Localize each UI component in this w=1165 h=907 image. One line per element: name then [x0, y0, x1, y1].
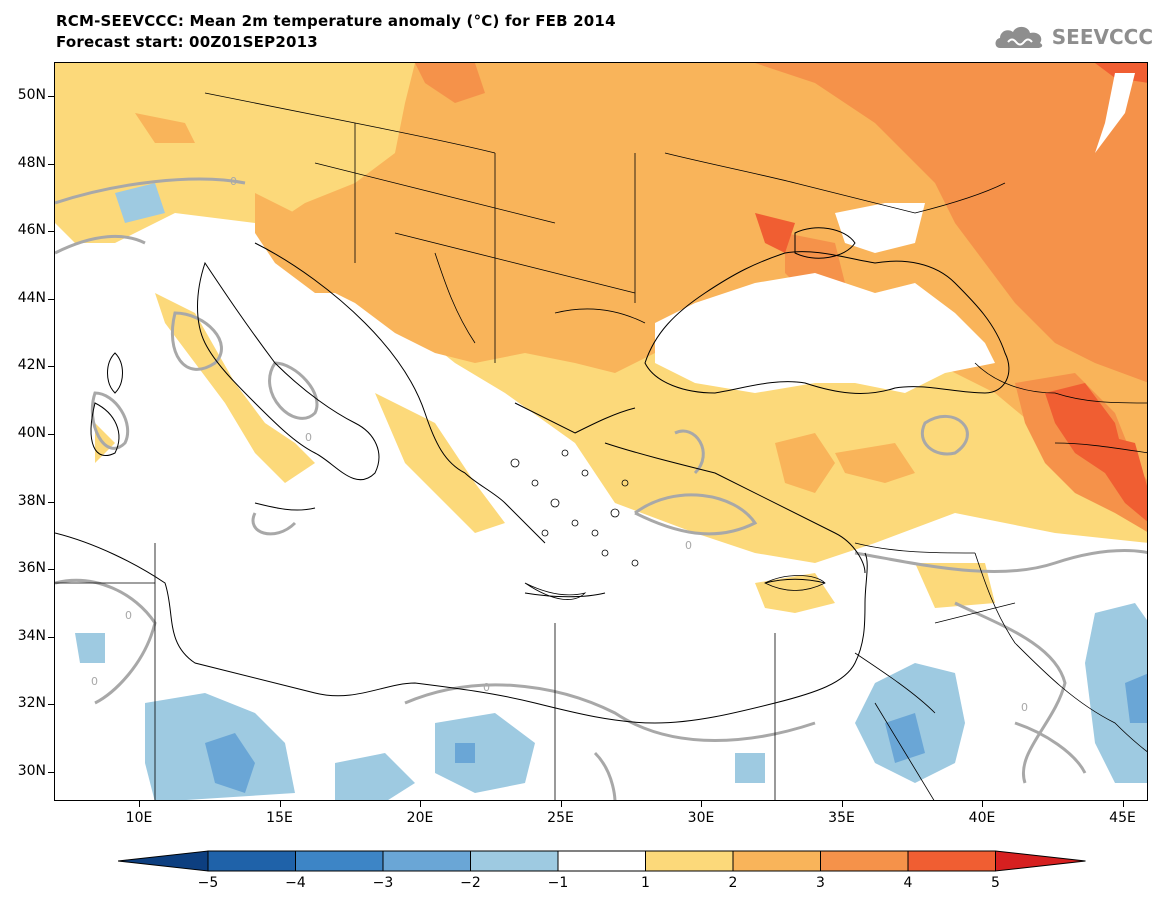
lat-tick [48, 434, 54, 435]
contour-label: 0 [1021, 701, 1028, 714]
colorbar-label: 4 [903, 875, 913, 891]
colorbar-segment [295, 850, 384, 872]
lat-tick-label: 32N [17, 695, 46, 712]
colorbar-segment [382, 850, 471, 872]
contour-label: 0 [125, 609, 132, 622]
lat-tick-label: 50N [17, 87, 46, 103]
lat-tick [48, 298, 54, 300]
lat-tick-label: 46N [17, 222, 46, 239]
map-title: RCM-SEEVCCC: Mean 2m temperature anomaly… [56, 12, 616, 30]
coastlines [55, 227, 1010, 724]
cloud-logo-icon [995, 26, 1042, 48]
lat-tick-label: 34N [17, 627, 46, 644]
lon-tick-label: 10E [125, 810, 153, 826]
colorbar-segment [732, 850, 821, 872]
colorbar [118, 850, 1086, 872]
colorbar-label: 5 [991, 875, 1000, 891]
lon-tick [139, 801, 140, 807]
lon-tick-label: 25E [547, 810, 574, 826]
lon-tick-label: 20E [406, 810, 434, 826]
anomaly-minus2-minus3-region [205, 673, 1147, 793]
lat-tick-label: 40N [17, 425, 46, 441]
lat-tick [48, 569, 54, 571]
lat-tick [48, 163, 54, 165]
colorbar-segment [820, 850, 909, 872]
zero-contours [55, 177, 1147, 800]
anomaly-map: 0 0 0 0 0 0 0 [55, 63, 1147, 800]
lat-tick [48, 231, 54, 233]
lat-tick [48, 772, 54, 773]
lat-tick-label: 44N [17, 289, 46, 306]
lat-tick [48, 636, 54, 638]
colorbar-label: 2 [728, 875, 738, 891]
lat-tick-label: 48N [17, 154, 46, 171]
lon-tick-label: 30E [687, 810, 715, 826]
lon-tick [982, 801, 983, 807]
contour-label: 0 [230, 175, 237, 188]
lat-tick-label: 30N [17, 763, 46, 779]
sea-areas [655, 73, 1135, 393]
lon-tick-label: 40E [968, 810, 996, 826]
lon-tick-label: 35E [828, 810, 855, 826]
colorbar-segment [470, 850, 559, 872]
map-subtitle: Forecast start: 00Z01SEP2013 [56, 33, 318, 51]
colorbar-label: −5 [197, 875, 219, 891]
lon-tick [701, 801, 702, 807]
lon-tick [279, 801, 281, 807]
colorbar-label: −4 [285, 875, 306, 891]
contour-label: 0 [91, 675, 98, 688]
lat-tick-label: 36N [17, 560, 46, 577]
country-borders [55, 92, 1147, 800]
lon-tick [560, 801, 562, 807]
lat-tick [48, 96, 54, 97]
lat-tick [48, 501, 54, 503]
colorbar-label: −3 [372, 875, 394, 891]
islands [510, 449, 826, 600]
lat-tick-label: 38N [17, 492, 46, 509]
map-panel: 0 0 0 0 0 0 0 [54, 62, 1148, 801]
colorbar-segment [557, 850, 646, 872]
lon-tick [1122, 801, 1124, 807]
lat-tick [48, 704, 54, 706]
logo-text: SEEVCCC [1051, 25, 1153, 49]
colorbar-segment [907, 850, 996, 872]
contour-label: 0 [685, 539, 692, 552]
colorbar-label: −1 [547, 875, 569, 891]
colorbar-label: −2 [460, 875, 481, 891]
lon-tick-label: 45E [1109, 810, 1136, 826]
lat-tick-label: 42N [17, 357, 46, 374]
lon-tick [841, 801, 843, 807]
contour-label: 0 [483, 681, 490, 694]
contour-label: 0 [305, 431, 312, 444]
lon-tick [420, 801, 421, 807]
colorbar-segment [207, 850, 296, 872]
anomaly-4-5-region [755, 63, 1147, 522]
colorbar-segment [995, 850, 1086, 872]
colorbar-label: 3 [816, 875, 825, 891]
colorbar-segment [118, 850, 209, 872]
colorbar-segment [645, 850, 734, 872]
colorbar-label: 1 [641, 875, 650, 891]
lon-tick-label: 15E [266, 810, 293, 826]
seevccc-logo: SEEVCCC [994, 22, 1153, 52]
contour-labels: 0 0 0 0 0 0 0 [91, 175, 1028, 714]
lat-tick [48, 366, 54, 368]
